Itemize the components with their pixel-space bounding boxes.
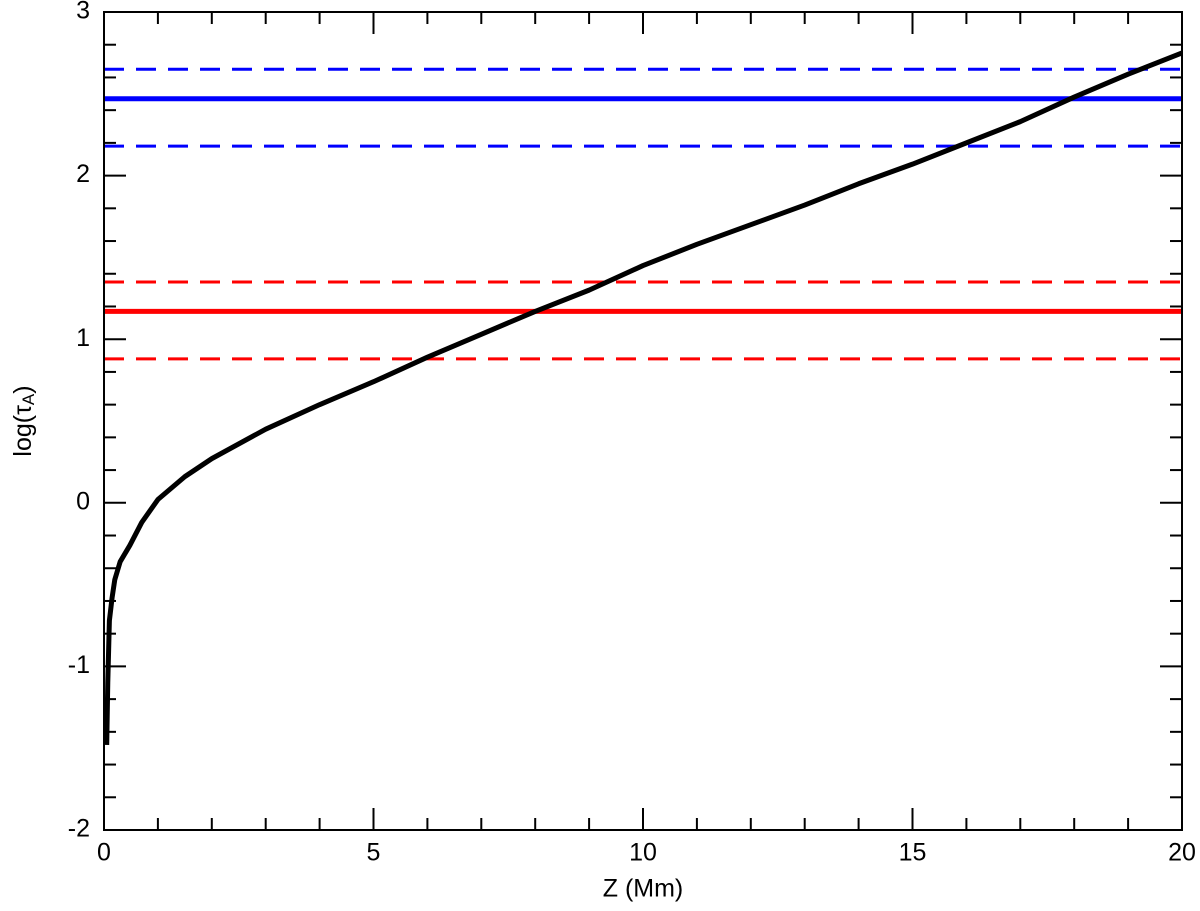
plot-frame: [103, 11, 1183, 831]
x-tick-label: 15: [899, 839, 927, 867]
data-line: [104, 50, 1183, 745]
x-tick-label: 20: [1168, 839, 1196, 867]
x-tick-label: 10: [629, 839, 657, 867]
y-label-main: log(τ: [9, 405, 37, 457]
y-tick-label: 3: [76, 0, 90, 25]
y-label-sub: A: [19, 393, 38, 405]
x-axis-label: Z (Mm): [603, 875, 684, 903]
x-tick-label: 5: [367, 839, 381, 867]
x-tick-label: 0: [97, 839, 111, 867]
y-tick-label: -1: [68, 651, 90, 679]
y-axis-label: log(τA): [9, 385, 39, 456]
y-tick-label: 2: [76, 160, 90, 188]
y-tick-label: -2: [68, 815, 90, 843]
y-label-close: ): [9, 385, 37, 393]
y-tick-label: 0: [76, 487, 90, 515]
y-tick-label: 1: [76, 324, 90, 352]
